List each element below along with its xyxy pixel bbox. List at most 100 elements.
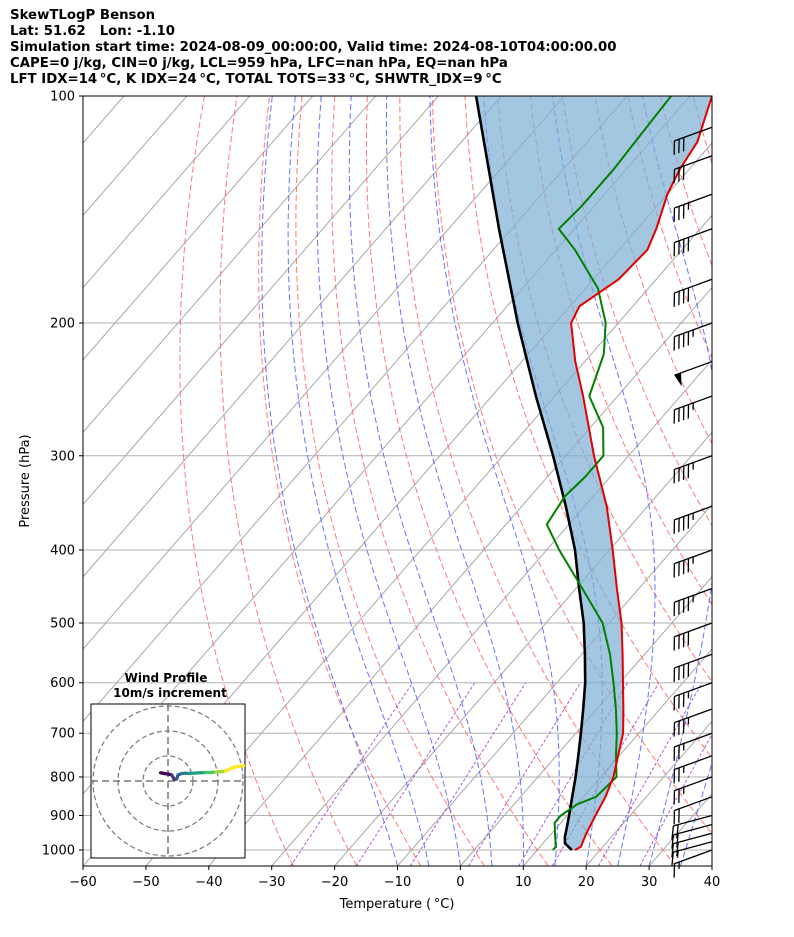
- header-indices-stability: LFT IDX=14 °C, K IDX=24 °C, TOTAL TOTS=3…: [10, 72, 502, 87]
- y-tick-label: 200: [50, 316, 75, 331]
- moist-adiabat: [287, 96, 430, 866]
- wind-barb: [673, 549, 713, 578]
- dry-adiabat: [660, 96, 712, 267]
- isotherm-line: [208, 286, 712, 866]
- x-tick-label: −30: [258, 875, 285, 890]
- x-tick-label: 20: [578, 875, 595, 890]
- isotherm-line: [397, 503, 712, 866]
- dry-adiabat: [692, 96, 712, 165]
- hodograph-inset: Wind Profile 10m/s increment: [90, 671, 246, 859]
- wind-barb-staff: [673, 823, 713, 836]
- moist-adiabat: [680, 761, 712, 866]
- isotherm-line: [271, 359, 712, 866]
- moist-adiabat: [552, 96, 656, 866]
- mixing-ratio-line: [597, 682, 703, 866]
- x-tick-label: 10: [515, 875, 532, 890]
- cin-shaded-area: [476, 96, 712, 850]
- isotherm-line: [83, 96, 439, 506]
- wind-barb: [673, 322, 713, 351]
- chart-header: SkewTLogP Benson Lat: 51.62 Lon: -1.10 S…: [10, 8, 617, 88]
- x-tick-label: 0: [456, 875, 464, 890]
- y-tick-label: 100: [50, 90, 75, 105]
- isotherm-line: [83, 96, 251, 289]
- wind-barb-staff: [674, 755, 713, 771]
- wind-barb-staff: [674, 849, 713, 865]
- isotherm-line: [83, 96, 502, 578]
- wind-barb-staff: [674, 732, 713, 748]
- dry-adiabat: [758, 96, 794, 866]
- wind-barb-flag: [671, 852, 675, 867]
- wind-barb: [671, 823, 713, 849]
- mixing-ratio-line: [518, 682, 628, 866]
- x-tick-label: −20: [321, 875, 348, 890]
- dry-adiabat: [399, 96, 677, 866]
- wind-barb-flag: [671, 834, 675, 849]
- isotherm-line: [83, 96, 565, 650]
- wind-barb-staff: [674, 126, 713, 142]
- wind-barb: [673, 155, 713, 184]
- x-tick-label: −40: [195, 875, 222, 890]
- wind-barb-staff: [674, 682, 713, 698]
- wind-barb-staff: [673, 841, 713, 853]
- y-tick-label: 900: [50, 809, 75, 824]
- y-tick-label: 600: [50, 676, 75, 691]
- wind-barb-staff: [674, 776, 713, 792]
- moist-adiabat: [316, 96, 461, 866]
- mixing-ratio-line: [355, 682, 476, 866]
- header-title: SkewTLogP Benson: [10, 8, 156, 23]
- wind-barb: [674, 360, 713, 387]
- moist-adiabat: [261, 96, 398, 866]
- y-tick-label: 800: [50, 770, 75, 785]
- isotherm-line: [83, 96, 376, 433]
- header-times: Simulation start time: 2024-08-09_00:00:…: [10, 40, 617, 55]
- x-axis-label: Temperature ( °C): [339, 897, 455, 912]
- wind-barb: [673, 776, 713, 805]
- wind-barb: [673, 796, 713, 825]
- moist-adiabat: [744, 96, 794, 866]
- x-tick-label: 40: [704, 875, 721, 890]
- x-tick-label: −10: [384, 875, 411, 890]
- dry-adiabat: [726, 96, 794, 866]
- moist-adiabat: [711, 864, 712, 866]
- wind-barb-staff: [674, 622, 713, 638]
- x-tick-label: 30: [641, 875, 658, 890]
- mixing-ratio-line: [409, 682, 527, 866]
- wind-barb-flag: [676, 824, 679, 839]
- y-tick-label: 500: [50, 617, 75, 632]
- wind-barb: [673, 455, 713, 484]
- dry-adiabat: [562, 96, 712, 527]
- isotherm-line: [522, 648, 712, 866]
- wind-barb-staff: [674, 193, 713, 209]
- wind-barb-halfflag: [676, 850, 679, 858]
- dry-adiabat: [219, 96, 358, 866]
- isotherm-line: [460, 576, 712, 866]
- isotherm-line: [711, 865, 712, 866]
- wind-barb-pennant: [674, 372, 682, 387]
- wind-barb: [673, 849, 713, 878]
- wind-barb: [673, 126, 713, 155]
- parcel-profile-line: [474, 96, 587, 851]
- dry-adiabat: [295, 96, 485, 866]
- mixing-ratio-line: [290, 682, 414, 866]
- wind-barb-flag: [676, 833, 679, 848]
- dry-adiabat: [464, 96, 712, 759]
- moist-adiabat: [348, 96, 493, 866]
- wind-barb: [673, 622, 713, 651]
- isotherm-line: [83, 96, 313, 361]
- wind-barb-staff: [674, 155, 713, 170]
- hodograph-title: Wind Profile: [125, 671, 208, 685]
- moist-adiabat: [385, 96, 524, 866]
- dry-adiabat: [258, 96, 422, 866]
- y-tick-label: 1000: [42, 844, 75, 859]
- wind-barb-flag: [671, 843, 675, 858]
- header-indices-cape: CAPE=0 j/kg, CIN=0 j/kg, LCL=959 hPa, LF…: [10, 56, 508, 71]
- isotherm-line: [145, 214, 712, 866]
- moist-adiabat: [642, 96, 712, 866]
- dewpoint-line: [545, 96, 672, 851]
- dry-adiabat: [331, 96, 549, 866]
- wind-barb: [673, 682, 713, 711]
- hodograph-subtitle: 10m/s increment: [113, 686, 227, 700]
- y-tick-label: 700: [50, 727, 75, 742]
- wind-barb: [671, 814, 713, 840]
